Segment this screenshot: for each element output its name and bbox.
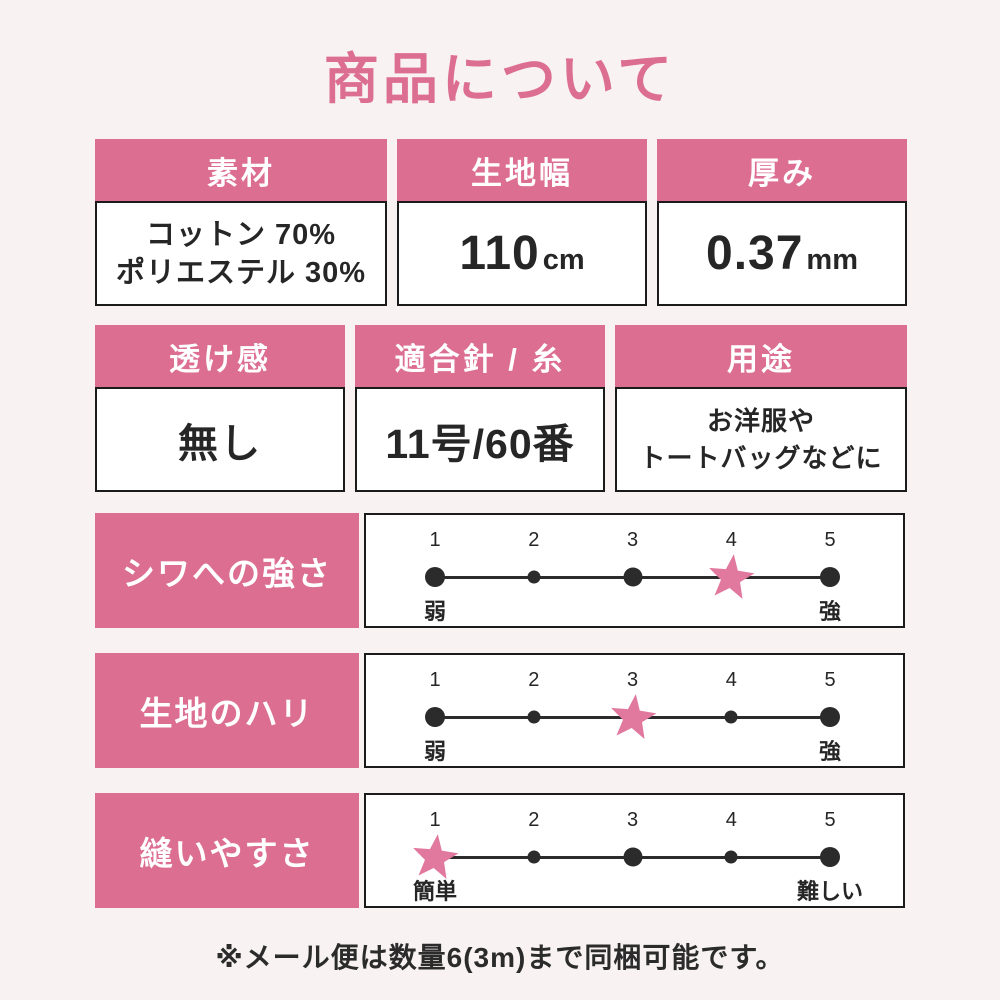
spec-card-needle-thread: 適合針 / 糸 11号/60番 (355, 325, 605, 492)
scale-tick-number: 5 (824, 669, 836, 691)
rating-label-wrinkle-resistance: シワへの強さ (95, 513, 359, 628)
scale-max-label: 難しい (796, 879, 864, 904)
spec-card-fabric-width-header: 生地幅 (397, 139, 647, 201)
spec-card-needle-thread-header: 適合針 / 糸 (355, 325, 605, 387)
spec-card-thickness-header: 厚み (657, 139, 907, 201)
spec-card-uses-body: お洋服や トートバッグなどに (615, 387, 907, 492)
scale-min-label: 弱 (423, 599, 447, 624)
rating-scale-wrinkle-resistance: 1 2 3 4 5 弱 強 (364, 513, 905, 628)
scale-dot (527, 850, 541, 864)
spec-card-fabric-width-body: 110 cm (397, 201, 647, 306)
scale-tick-number: 1 (429, 529, 441, 551)
scale-tick-number: 4 (725, 669, 737, 691)
scale-tick-number: 2 (528, 529, 540, 551)
scale-dot (527, 570, 541, 584)
scale-dot (820, 567, 840, 587)
spec-card-material: 素材 コットン 70% ポリエステル 30% (95, 139, 387, 306)
scale-min-label: 簡単 (412, 879, 458, 904)
spec-card-sheerness-header: 透け感 (95, 325, 345, 387)
spec-card-sheerness-body: 無し (95, 387, 345, 492)
star-icon (413, 834, 459, 879)
spec-card-thickness-body: 0.37 mm (657, 201, 907, 306)
scale-tick-number: 3 (626, 529, 639, 551)
scale-dot (623, 847, 642, 867)
scale-dot (724, 850, 738, 864)
scale-tick-number: 4 (725, 809, 737, 831)
scale-dot (425, 567, 445, 587)
rating-scale-fabric-stiffness: 1 2 3 4 5 弱 強 (364, 653, 905, 768)
scale-dot (724, 710, 738, 724)
scale-tick-number: 5 (824, 809, 836, 831)
page-title: 商品について (323, 48, 677, 110)
uses-line-2: トートバッグなどに (639, 442, 883, 473)
star-icon (709, 554, 755, 599)
rating-row-ease-of-sewing: 縫いやすさ 1 2 3 4 5 簡単 難しい (95, 793, 905, 908)
scale-tick-number: 1 (429, 669, 441, 691)
scale-dot (820, 707, 840, 727)
scale-dot (623, 567, 642, 587)
spec-card-sheerness: 透け感 無し (95, 325, 345, 492)
fabric-width-value: 110 (459, 227, 540, 280)
material-line-1: コットン 70% (145, 218, 337, 251)
scale-max-label: 強 (818, 599, 842, 624)
scale-tick-number: 4 (725, 529, 737, 551)
sheerness-value: 無し (178, 421, 262, 466)
scale-dot (820, 847, 840, 867)
spec-card-needle-thread-body: 11号/60番 (355, 387, 605, 492)
rating-row-fabric-stiffness: 生地のハリ 1 2 3 4 5 弱 強 (95, 653, 905, 768)
spec-card-thickness: 厚み 0.37 mm (657, 139, 907, 306)
spec-row-2: 透け感 無し 適合針 / 糸 11号/60番 用途 お洋服や トートバッグなどに (95, 325, 907, 492)
scale-dot (527, 710, 541, 724)
needle-thread-value: 11号/60番 (385, 420, 575, 467)
scale-min-label: 弱 (423, 739, 447, 764)
fabric-width-unit: cm (542, 244, 585, 276)
rating-row-wrinkle-resistance: シワへの強さ 1 2 3 4 5 弱 強 (95, 513, 905, 628)
spec-card-fabric-width: 生地幅 110 cm (397, 139, 647, 306)
material-line-2: ポリエステル 30% (115, 256, 367, 289)
scale-tick-number: 2 (528, 809, 540, 831)
scale-tick-number: 1 (429, 809, 441, 831)
spec-card-material-body: コットン 70% ポリエステル 30% (95, 201, 387, 306)
spec-card-uses: 用途 お洋服や トートバッグなどに (615, 325, 907, 492)
spec-row-1: 素材 コットン 70% ポリエステル 30% 生地幅 110 cm 厚み 0.3… (95, 139, 907, 306)
scale-dot (425, 707, 445, 727)
thickness-unit: mm (806, 244, 858, 276)
spec-card-material-header: 素材 (95, 139, 387, 201)
rating-label-fabric-stiffness: 生地のハリ (95, 653, 359, 768)
scale-tick-number: 2 (528, 669, 540, 691)
scale-tick-number: 5 (824, 529, 836, 551)
scale-tick-number: 3 (626, 669, 639, 691)
scale-max-label: 強 (818, 739, 842, 764)
rating-label-ease-of-sewing: 縫いやすさ (95, 793, 359, 908)
spec-card-uses-header: 用途 (615, 325, 907, 387)
scale-tick-number: 3 (626, 809, 639, 831)
shipping-note: ※メール便は数量6(3m)まで同梱可能です。 (215, 942, 785, 973)
uses-line-1: お洋服や (706, 405, 815, 436)
rating-scale-ease-of-sewing: 1 2 3 4 5 簡単 難しい (364, 793, 905, 908)
star-icon (610, 694, 656, 739)
thickness-value: 0.37 (706, 227, 804, 280)
